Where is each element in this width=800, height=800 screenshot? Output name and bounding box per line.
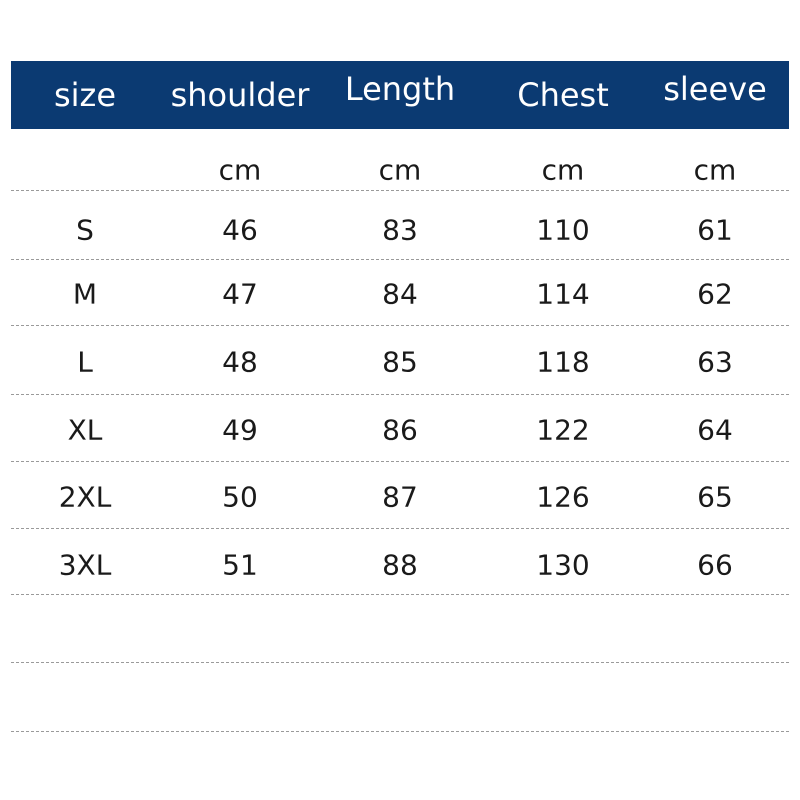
header-sleeve: sleeve <box>663 70 767 108</box>
unit-label: cm <box>693 153 737 187</box>
table-header <box>11 61 789 129</box>
header-chest: Chest <box>517 76 609 114</box>
row-divider <box>11 325 789 326</box>
row-divider <box>11 731 789 732</box>
size-cell: L <box>77 345 93 379</box>
unit-label: cm <box>541 153 585 187</box>
measurement-cell: 64 <box>697 413 733 447</box>
unit-label: cm <box>218 153 262 187</box>
measurement-cell: 88 <box>382 548 418 582</box>
measurement-cell: 65 <box>697 480 733 514</box>
row-divider <box>11 190 789 191</box>
measurement-cell: 47 <box>222 277 258 311</box>
row-divider <box>11 662 789 663</box>
header-shoulder: shoulder <box>170 76 310 114</box>
measurement-cell: 110 <box>536 213 590 247</box>
row-divider <box>11 528 789 529</box>
size-cell: M <box>72 277 98 311</box>
unit-label: cm <box>378 153 422 187</box>
header-size: size <box>53 76 117 114</box>
measurement-cell: 66 <box>697 548 733 582</box>
measurement-cell: 46 <box>222 213 258 247</box>
row-divider <box>11 259 789 260</box>
size-cell: XL <box>67 413 103 447</box>
measurement-cell: 49 <box>222 413 258 447</box>
measurement-cell: 84 <box>382 277 418 311</box>
measurement-cell: 126 <box>536 480 590 514</box>
measurement-cell: 83 <box>382 213 418 247</box>
measurement-cell: 87 <box>382 480 418 514</box>
measurement-cell: 61 <box>697 213 733 247</box>
measurement-cell: 122 <box>536 413 590 447</box>
measurement-cell: 118 <box>536 345 590 379</box>
row-divider <box>11 594 789 595</box>
measurement-cell: 86 <box>382 413 418 447</box>
measurement-cell: 85 <box>382 345 418 379</box>
size-cell: S <box>76 213 94 247</box>
measurement-cell: 51 <box>222 548 258 582</box>
size-cell: 3XL <box>58 548 112 582</box>
measurement-cell: 114 <box>536 277 590 311</box>
measurement-cell: 63 <box>697 345 733 379</box>
row-divider <box>11 461 789 462</box>
header-length: Length <box>344 70 456 108</box>
measurement-cell: 50 <box>222 480 258 514</box>
measurement-cell: 130 <box>536 548 590 582</box>
row-divider <box>11 394 789 395</box>
size-cell: 2XL <box>58 480 112 514</box>
measurement-cell: 48 <box>222 345 258 379</box>
measurement-cell: 62 <box>697 277 733 311</box>
